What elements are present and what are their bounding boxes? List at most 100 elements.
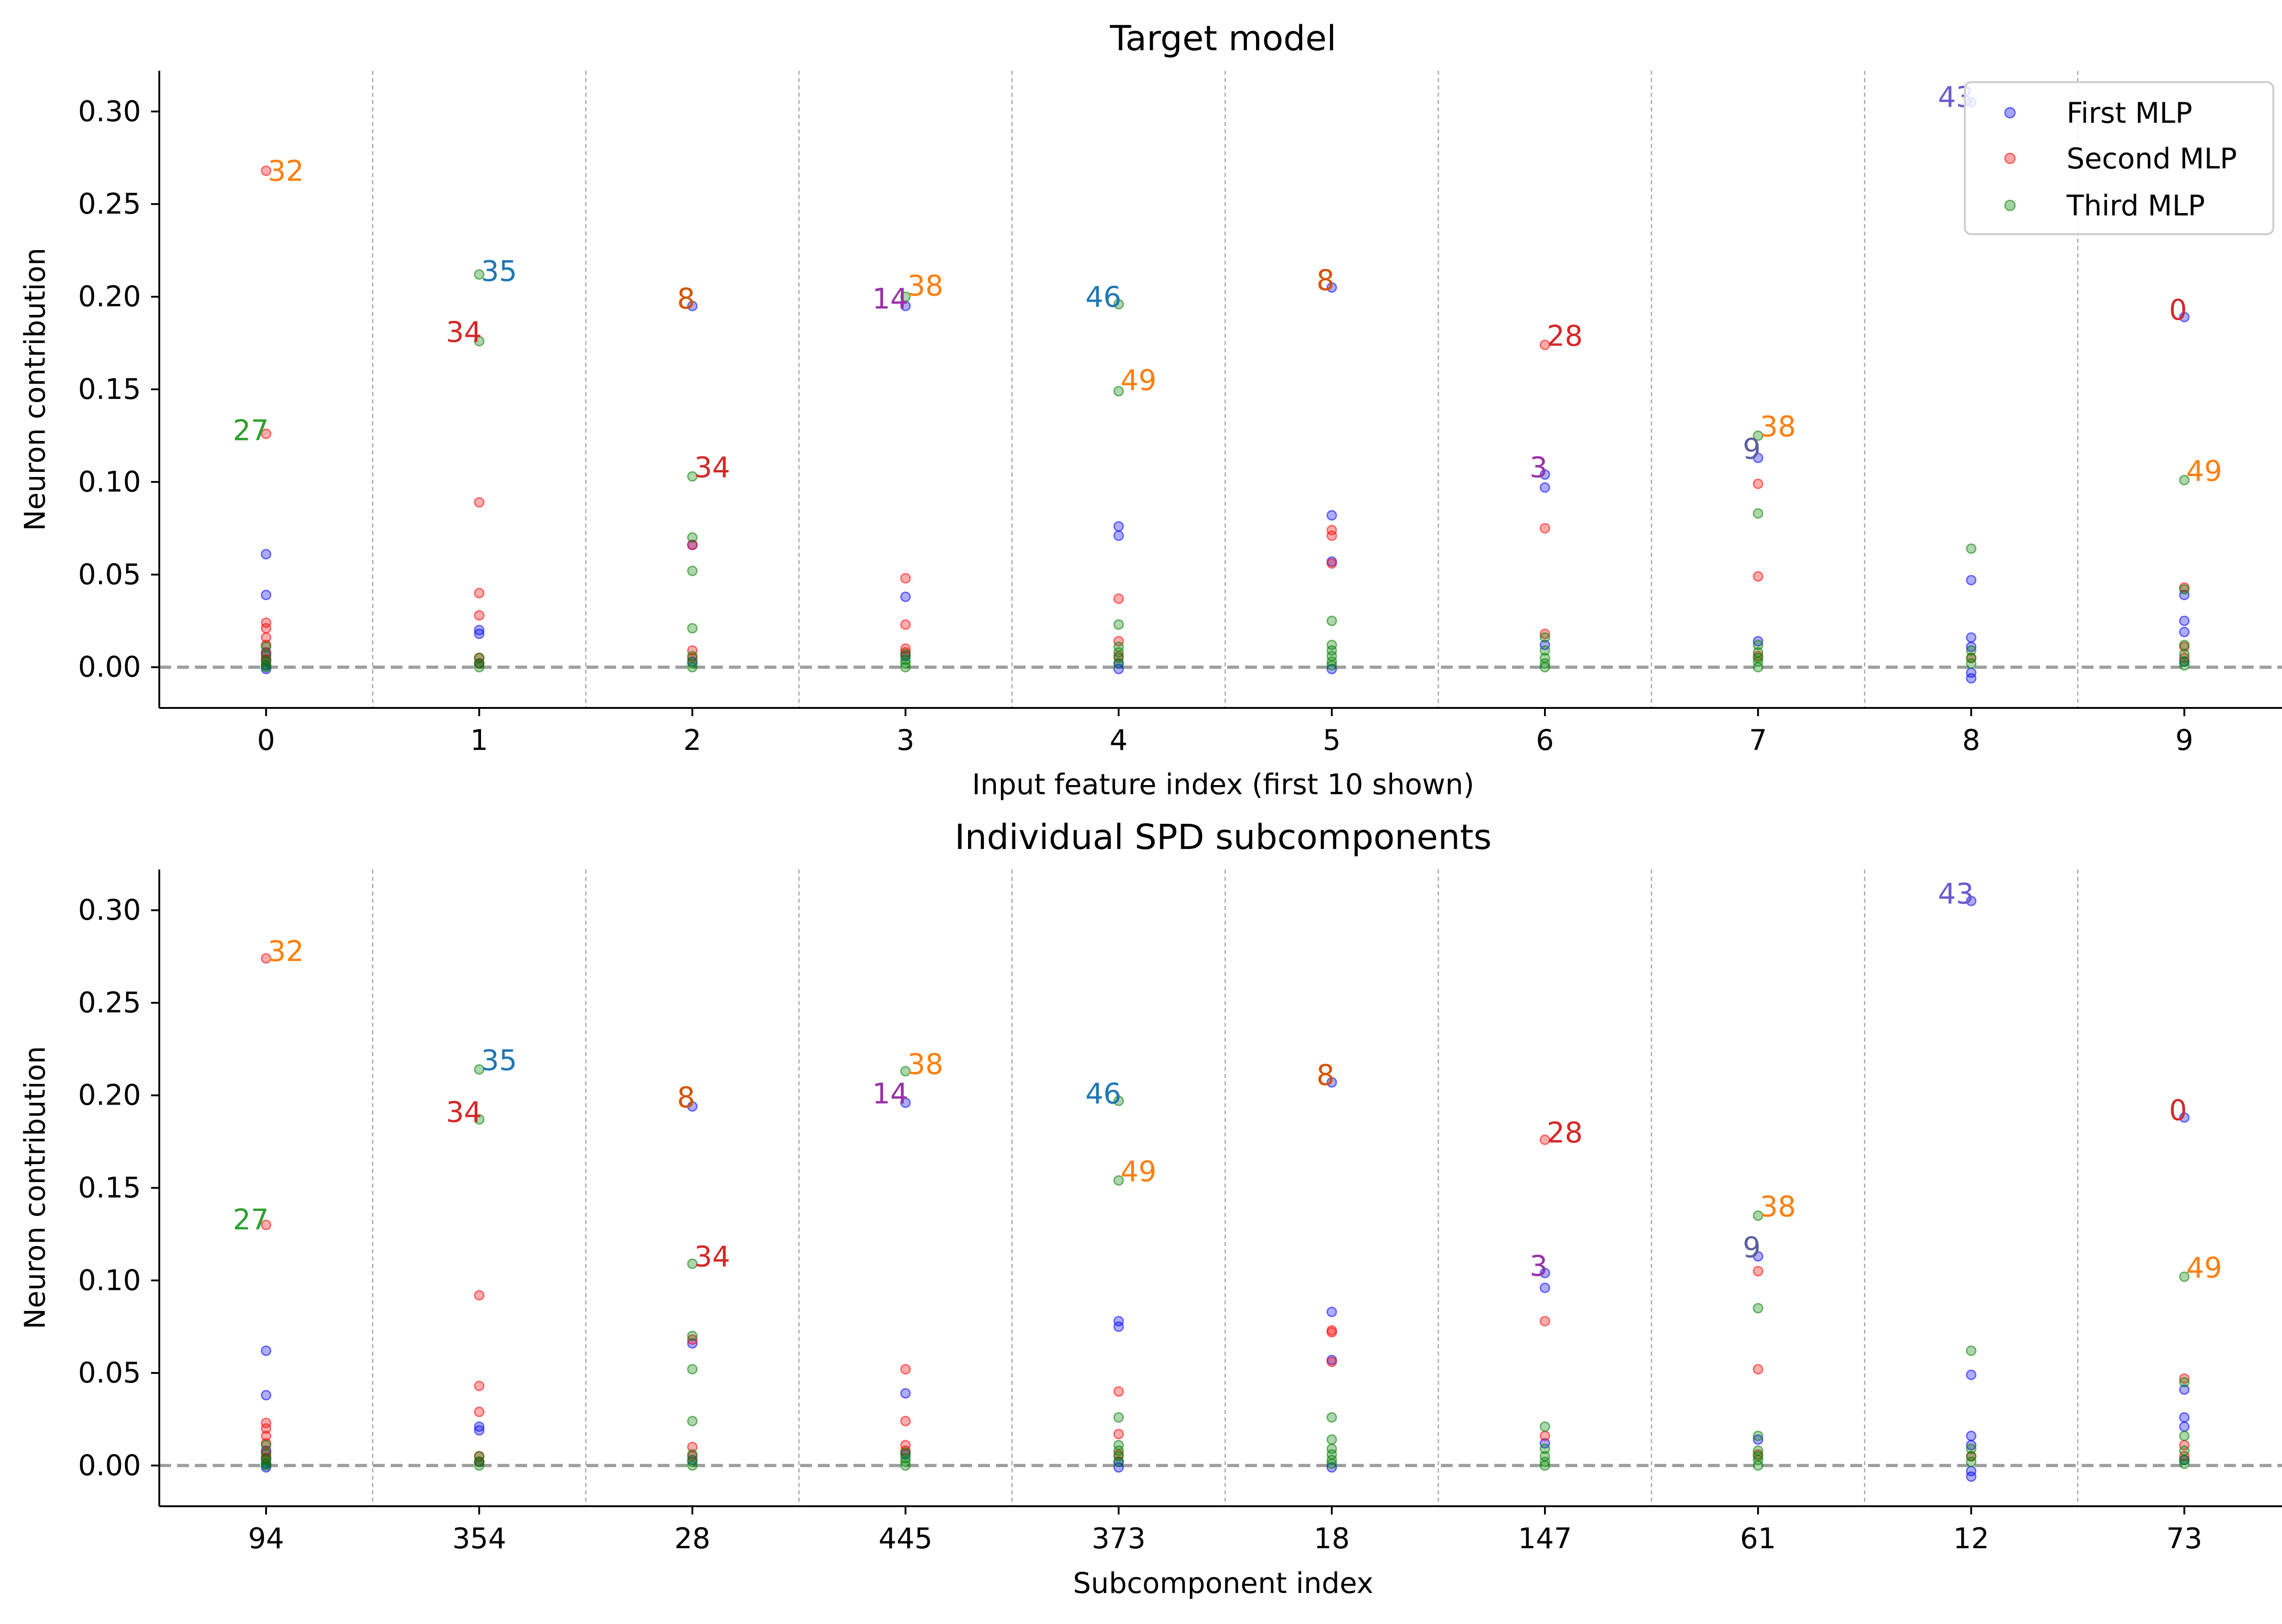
x-tick-label: 18 (1314, 1522, 1350, 1555)
neuron-index-annotation: 27 (233, 1203, 269, 1236)
point-second-mlp (1326, 530, 1337, 541)
point-third-mlp (1966, 658, 1977, 669)
point-third-mlp (1966, 1345, 1977, 1356)
neuron-index-annotation: 49 (2186, 455, 2222, 488)
point-first-mlp (2179, 1112, 2190, 1123)
target-model-panel: Target model 0.00 0.05 0.10 0.15 0.20 0.25 0.3… (18, 18, 2282, 801)
neuron-index-annotation: 46 (1085, 280, 1121, 314)
point-third-mlp (1753, 1210, 1764, 1221)
point-first-mlp (1113, 530, 1124, 541)
point-first-mlp (1326, 1077, 1337, 1088)
y-tick-label: 0.15 (78, 372, 141, 406)
x-tick-label: 12 (1953, 1522, 1989, 1555)
point-second-mlp (474, 587, 485, 598)
neuron-index-annotation: 14 (872, 282, 908, 315)
y-tick-label: 0.30 (78, 893, 141, 927)
x-tick-label: 61 (1740, 1522, 1776, 1555)
point-third-mlp (474, 1064, 485, 1075)
y-tick-label: 0.00 (78, 650, 141, 684)
neuron-index-annotation: 3 (1530, 1249, 1548, 1283)
x-tick-label: 7 (1749, 723, 1767, 757)
point-third-mlp (687, 1415, 698, 1426)
point-third-mlp (1113, 658, 1124, 669)
point-second-mlp (2179, 652, 2190, 663)
neuron-index-annotation: 38 (1760, 410, 1796, 443)
point-third-mlp (474, 335, 485, 346)
y-tick-label: 0.05 (78, 1356, 141, 1389)
point-third-mlp (261, 662, 272, 673)
point-third-mlp (1113, 1412, 1124, 1423)
point-third-mlp (1966, 645, 1977, 656)
point-third-mlp (261, 1460, 272, 1471)
point-third-mlp (1326, 1458, 1337, 1469)
point-third-mlp (687, 566, 698, 576)
point-first-mlp (2179, 1384, 2190, 1395)
x-tick-label: 9 (2175, 723, 2193, 757)
y-tick-label: 0.20 (78, 1079, 141, 1112)
neuron-index-annotation: 28 (1547, 319, 1583, 352)
legend-entry-third-mlp: Third MLP (2004, 189, 2205, 222)
point-third-mlp (2179, 1458, 2190, 1469)
neuron-index-annotation: 14 (872, 1077, 908, 1111)
point-first-mlp (1326, 1462, 1337, 1473)
point-second-mlp (1326, 1327, 1337, 1338)
x-tick-label: 3 (896, 723, 914, 757)
y-tick-label: 0.30 (78, 94, 141, 128)
point-second-mlp (900, 1415, 911, 1426)
point-second-mlp (1539, 1134, 1550, 1145)
legend-frame (1964, 81, 2274, 235)
point-first-mlp (1966, 1369, 1977, 1380)
x-tick-label: 28 (675, 1522, 711, 1555)
point-third-mlp (1753, 1430, 1764, 1441)
point-first-mlp (687, 1338, 698, 1349)
point-third-mlp (687, 1258, 698, 1269)
y-tick-label: 0.20 (78, 280, 141, 313)
point-second-mlp (261, 428, 272, 439)
point-second-mlp (474, 497, 485, 508)
point-first-mlp (1539, 469, 1550, 480)
neuron-index-annotation: 8 (1317, 264, 1335, 297)
x-tick-label: 0 (257, 723, 275, 757)
legend-marker (2004, 199, 2016, 211)
point-first-mlp (261, 1345, 272, 1356)
neuron-index-annotation: 49 (1120, 1155, 1157, 1188)
point-first-mlp (2179, 1412, 2190, 1423)
point-third-mlp (1113, 1456, 1124, 1467)
x-tick-label: 4 (1110, 723, 1127, 757)
point-first-mlp (1113, 1321, 1124, 1332)
point-second-mlp (1753, 1266, 1764, 1277)
point-third-mlp (2179, 656, 2190, 667)
neuron-index-annotation: 0 (2169, 1094, 2187, 1127)
point-third-mlp (687, 658, 698, 669)
y-axis-label: Neuron contribution (18, 248, 52, 531)
point-third-mlp (474, 1456, 485, 1467)
point-third-mlp (1539, 1443, 1550, 1454)
point-third-mlp (687, 1364, 698, 1375)
point-third-mlp (687, 650, 698, 661)
point-third-mlp (1753, 662, 1764, 673)
point-second-mlp (1753, 478, 1764, 489)
point-third-mlp (2179, 475, 2190, 486)
point-third-mlp (1326, 1412, 1337, 1423)
neuron-index-annotation: 46 (1085, 1077, 1121, 1111)
point-third-mlp (1113, 1175, 1124, 1186)
point-third-mlp (1539, 632, 1550, 643)
point-third-mlp (474, 658, 485, 669)
point-third-mlp (687, 1449, 698, 1460)
point-third-mlp (900, 291, 911, 302)
point-third-mlp (2179, 1377, 2190, 1388)
point-first-mlp (1326, 282, 1337, 293)
point-third-mlp (1966, 543, 1977, 554)
point-second-mlp (261, 623, 272, 634)
x-tick-label: 147 (1518, 1522, 1572, 1555)
y-tick-label: 0.00 (78, 1449, 141, 1482)
point-first-mlp (1753, 1434, 1764, 1445)
neuron-index-annotation: 35 (481, 254, 517, 288)
point-third-mlp (687, 532, 698, 543)
y-tick-label: 0.10 (78, 465, 141, 498)
point-second-mlp (1113, 593, 1124, 604)
point-second-mlp (900, 573, 911, 584)
point-second-mlp (474, 1290, 485, 1301)
x-axis-label: Input feature index (first 10 shown) (972, 768, 1475, 801)
point-third-mlp (1326, 1455, 1337, 1466)
